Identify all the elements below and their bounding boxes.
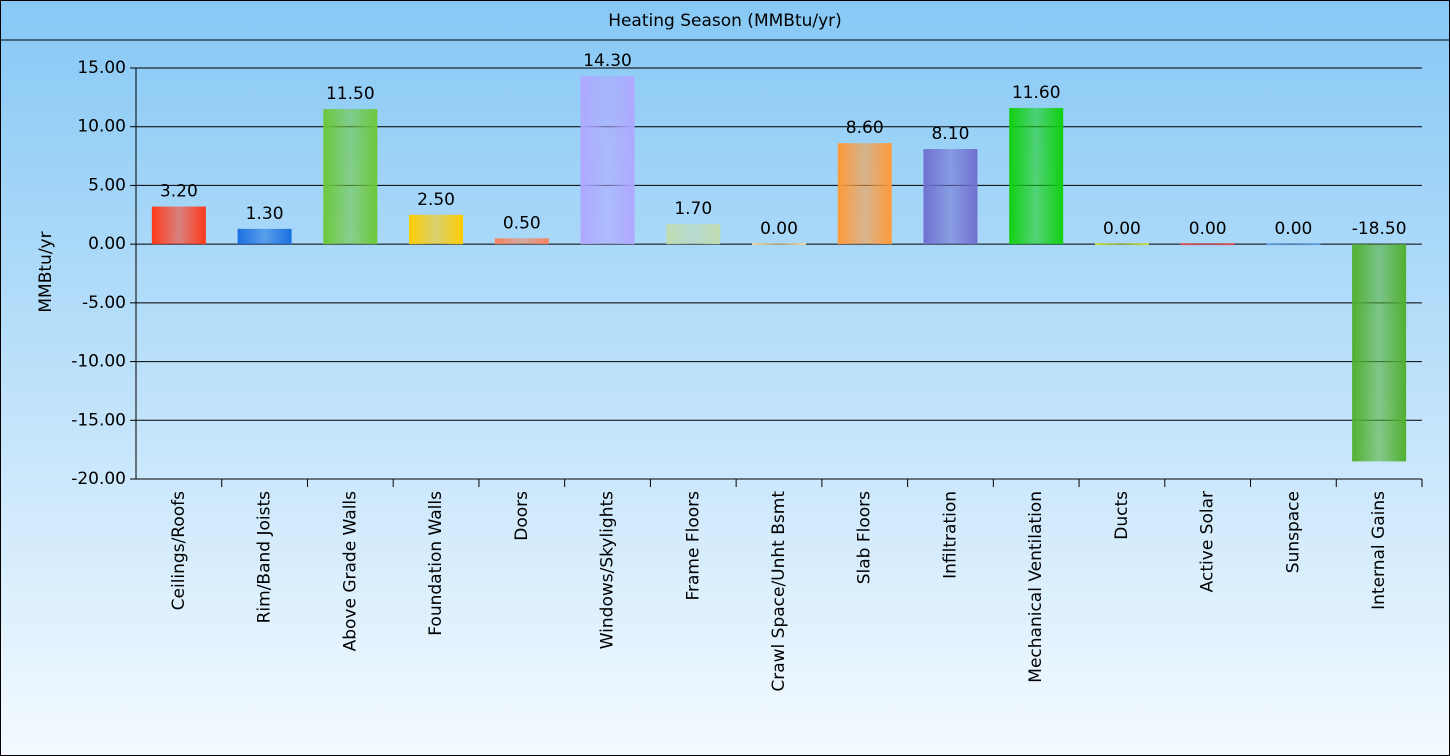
bar (666, 224, 721, 245)
y-tick-label: 10.00 (77, 117, 126, 137)
y-tick-label: 15.00 (77, 58, 126, 78)
bar (1266, 243, 1321, 246)
y-axis-label: MMBtu/yr (36, 231, 56, 312)
x-tick-label: Foundation Walls (426, 491, 446, 636)
x-tick-label: Mechanical Ventilation (1026, 491, 1046, 683)
bar (494, 238, 549, 245)
bar (752, 243, 806, 246)
bar (151, 206, 206, 245)
bar (1180, 243, 1235, 246)
bar (580, 76, 635, 245)
x-tick-label: Frame Floors (683, 491, 703, 601)
chart-title: Heating Season (MMBtu/yr) (608, 11, 842, 31)
bar (1352, 244, 1407, 462)
data-label: 11.50 (326, 84, 375, 104)
data-label: 11.60 (1012, 83, 1061, 103)
x-tick-label: Windows/Skylights (598, 491, 618, 649)
data-label: 0.00 (1189, 219, 1227, 239)
x-tick-label: Ducts (1112, 491, 1132, 540)
data-label: 1.30 (246, 204, 284, 224)
y-tick-label: -15.00 (71, 410, 126, 430)
y-tick-label: -5.00 (82, 293, 126, 313)
x-tick-label: Doors (512, 491, 532, 541)
data-label: 0.00 (1103, 219, 1141, 239)
x-tick-label: Crawl Space/Unht Bsmt (769, 491, 789, 692)
y-tick-label: 0.00 (88, 234, 126, 254)
x-tick-label: Above Grade Walls (340, 491, 360, 652)
data-label: 0.00 (1274, 219, 1312, 239)
x-tick-label: Internal Gains (1369, 491, 1389, 610)
data-label: 14.30 (583, 51, 632, 71)
data-label: 1.70 (674, 199, 712, 219)
x-tick-label: Sunspace (1283, 491, 1303, 573)
data-label: -18.50 (1352, 219, 1407, 239)
x-tick-label: Slab Floors (855, 491, 875, 584)
bar (237, 228, 292, 245)
data-label: 8.10 (932, 124, 970, 144)
x-tick-label: Rim/Band Joists (255, 491, 275, 624)
y-tick-label: -20.00 (71, 469, 126, 489)
x-tick-label: Active Solar (1198, 491, 1218, 592)
data-label: 0.50 (503, 213, 541, 233)
y-tick-label: -10.00 (71, 352, 126, 372)
data-label: 2.50 (417, 190, 455, 210)
bar (1009, 107, 1064, 245)
data-label: 3.20 (160, 182, 198, 202)
x-tick-label: Ceilings/Roofs (169, 491, 189, 610)
bar (323, 109, 378, 245)
bar (923, 149, 978, 245)
x-tick-label: Infiltration (940, 491, 960, 579)
bar (409, 214, 464, 245)
data-label: 0.00 (760, 219, 798, 239)
y-tick-label: 5.00 (88, 175, 126, 195)
bar (1094, 243, 1149, 246)
bar (837, 143, 892, 245)
data-label: 8.60 (846, 118, 884, 138)
